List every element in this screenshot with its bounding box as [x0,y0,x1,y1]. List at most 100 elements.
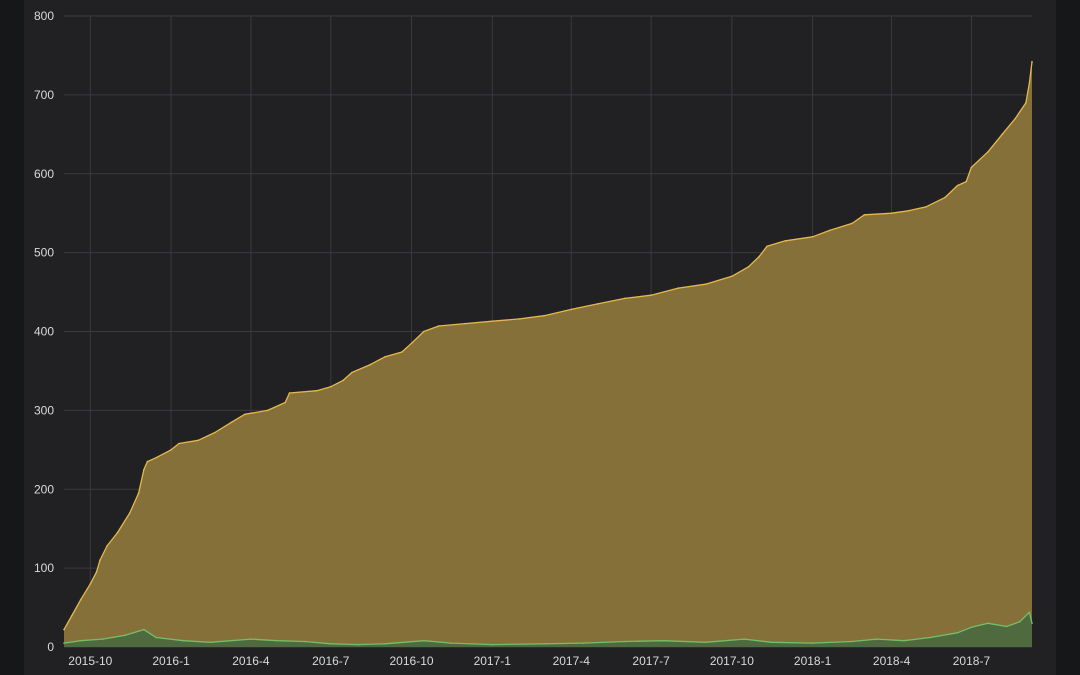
x-axis: 2015-10 2016-1 2016-4 2016-7 2016-10 2017-1 20… [68,654,990,668]
series-1-point [351,371,353,374]
series-1-point [624,297,626,300]
series-1-point [369,363,372,366]
series-2-point [63,642,65,644]
series-1-point [89,583,92,585]
series-1-point [244,413,246,416]
series-1-point [143,468,145,471]
series-2-point [903,639,905,642]
series-2-point [662,639,665,642]
series-1-point [596,303,599,305]
series-1-point [1031,60,1033,63]
series-1-point [543,314,545,317]
series-1-point [116,531,119,534]
series-1-point [1025,102,1027,104]
x-tick-label: 2016-4 [232,654,270,668]
series-2-point [209,641,212,644]
y-axis: 0 100 200 300 400 500 600 700 800 [34,9,54,654]
series-1-point [956,184,959,187]
series-1-point [79,598,82,601]
series-1-point [401,351,403,353]
series-1-point [178,442,180,445]
y-tick-label: 300 [34,403,54,417]
series-1-point [970,166,973,169]
series-2-point [1031,622,1033,625]
series-2-point [423,639,425,642]
series-1-point [410,342,413,345]
series-1-point [731,275,733,278]
x-tick-label: 2017-1 [474,654,512,668]
series-1-point [890,212,893,214]
series-1-point [570,308,573,311]
y-tick-label: 600 [34,167,54,181]
y-tick-label: 0 [47,640,54,654]
series-1-area [64,61,1032,647]
series-1-line [63,61,1033,630]
series-2-point [182,639,185,642]
series-2-point [101,638,104,640]
y-tick-label: 800 [34,9,54,23]
y-tick-label: 400 [34,325,54,339]
series-layer [63,60,1033,647]
series-1-point [316,389,318,392]
series-1-point [1028,82,1031,84]
series-2-point [987,622,989,625]
series-1-point [828,229,831,232]
series-2-point [124,634,127,636]
series-2-point [250,638,252,640]
series-1-point [71,614,73,617]
series-1-point [1014,117,1017,120]
series-2-point [450,642,452,644]
series-2-point [276,639,279,642]
series-2-point [624,640,626,643]
series-1-point [704,283,707,286]
series-2-point [491,643,494,646]
y-tick-label: 700 [34,88,54,102]
x-tick-label: 2017-10 [710,654,754,668]
series-2-point [1018,621,1021,623]
series-1-point [230,421,233,424]
y-tick-label: 100 [34,561,54,575]
series-2-point [543,643,545,645]
x-tick-label: 2018-7 [953,654,991,668]
series-2-point [770,641,773,644]
series-1-point [944,196,946,199]
series-2-point [875,638,878,640]
series-1-point [925,206,927,208]
x-tick-label: 2018-1 [794,654,832,668]
series-2-point [704,641,707,644]
series-1-point [170,449,172,451]
x-tick-label: 2016-10 [390,654,434,668]
series-1-point [863,214,866,216]
series-1-point [464,322,466,325]
series-1-point [491,320,494,323]
series-1-point [384,355,387,358]
y-tick-label: 200 [34,482,54,496]
series-1-point [288,392,291,394]
series-1-point [650,294,652,297]
series-2-point [851,640,853,643]
series-2-point [155,636,157,639]
series-1-point [518,318,521,320]
x-tick-label: 2017-7 [632,654,670,668]
series-1-point [907,210,910,212]
series-1-point [137,492,140,495]
series-2-point [384,643,387,645]
series-2-point [582,642,585,644]
series-1-point [284,401,287,404]
series-1-point [95,571,98,573]
series-1-point [766,245,768,248]
y-tick-label: 500 [34,246,54,260]
series-1-point [197,439,200,442]
x-tick-label: 2018-4 [873,654,911,668]
series-1-point [747,266,750,268]
series-2-point [970,626,973,629]
x-tick-label: 2017-4 [553,654,591,668]
series-1-point [811,236,814,238]
series-2-point [929,636,931,639]
series-1-point [342,379,344,382]
series-1-point [99,559,101,561]
x-tick-label: 2015-10 [68,654,112,668]
series-1-point [784,240,787,242]
series-1-point [423,330,425,333]
